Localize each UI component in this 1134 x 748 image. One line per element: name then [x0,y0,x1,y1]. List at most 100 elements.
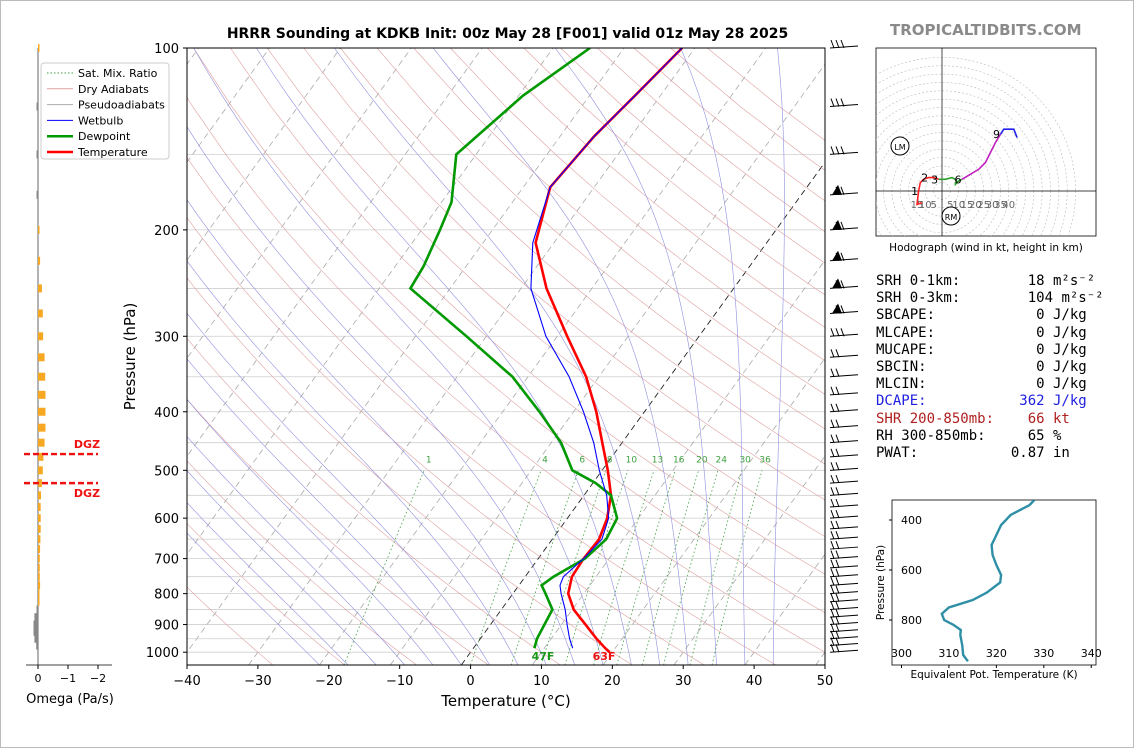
y-tick-label: 300 [154,330,179,345]
legend-entry: Temperature [77,146,148,159]
pseudoadiabat-line [772,48,785,665]
pseudoadiabat-line [187,470,377,665]
thetae-line [940,500,1036,663]
pseudoadiabat-line [432,48,689,665]
wind-barb-feather [835,585,840,594]
omega-bar [38,407,46,416]
wind-barb-shaft [829,515,859,519]
wind-barb-feather [830,498,835,508]
mixing-ratio-line [689,470,743,665]
wind-barb-shaft [829,614,859,618]
wind-barb [829,530,859,540]
parameter-unit: % [1044,427,1062,444]
mixing-ratio-label: 1 [426,456,432,466]
omega-bar [38,466,43,475]
wind-barb-feather [830,568,835,577]
y-axis-label: Pressure (hPa) [121,303,139,411]
wind-barb-feather [835,328,840,337]
wind-barb-shaft [829,480,859,484]
pseudoadiabat-line [187,399,434,665]
parameter-row: SRH 0-1km: 18 m²s⁻² [876,273,1104,290]
wind-barb [829,577,859,586]
wind-barb-feather [830,328,835,337]
omega-x-tick-label: −2 [90,672,106,685]
omega-bar [34,634,38,643]
wind-barb-shaft [829,636,859,640]
omega-x-tick-label: 0 [35,672,42,685]
wind-barb-feather [830,540,835,550]
pseudoadiabat-line [187,502,349,665]
wind-barb-feather [840,252,845,261]
wind-barb-feather [830,419,835,428]
pseudoadiabat-line [187,199,547,665]
omega-bar [38,597,40,606]
parameter-unit: kt [1044,410,1070,427]
wind-barb-feather [830,474,835,484]
wind-barb-feather [835,593,840,602]
parameter-unit: J/kg [1044,341,1087,358]
wind-barb [829,278,859,289]
parameter-label: RH 300-850mb: [876,427,1011,444]
wind-barb-feather [835,644,840,653]
y-tick-label: 200 [154,224,179,239]
x-tick-label: 10 [533,674,550,689]
isotherm-line [187,48,483,457]
wind-barb-feather [830,146,835,155]
wind-barb-feather [835,637,840,646]
hodograph-segment [999,128,1018,138]
isotherm-line [187,48,270,163]
wind-barb-feather [830,509,835,519]
wind-barb-feather [830,403,835,412]
wind-barb-shaft [829,599,859,603]
parameter-unit: J/kg [1044,307,1087,324]
mixing-ratio-line [641,470,699,665]
wind-barb-feather [835,577,840,586]
pseudoadiabat-line [187,260,519,665]
hodograph-ring-label: 15 [911,200,924,211]
y-tick-label: 400 [154,406,179,421]
wind-barb [829,98,859,108]
wind-barb-shaft [829,629,859,633]
wind-barb [829,616,859,626]
wind-barb-shaft [829,409,859,413]
hodograph-ring-label: 10 [952,200,965,211]
wind-barb-feather [835,540,840,550]
hodograph-frame [875,47,1097,237]
parameter-label: PWAT: [876,444,1011,461]
x-tick-label: −40 [173,674,200,689]
y-tick-label: 1000 [146,646,179,661]
series-dewpoint-line [408,48,619,649]
wind-barb-feather [830,520,835,530]
wind-barb [829,520,859,530]
parameter-value: 0 [1010,307,1045,324]
pseudoadiabat-line [187,436,405,665]
hodograph-segment [961,133,1002,180]
wind-barb-shaft [829,622,859,626]
parameter-value: 0.87 [1010,444,1045,461]
parameter-row: SHR 200-850mb: 66 kt [876,411,1104,428]
omega-bar [38,589,40,598]
parameter-value: 362 [1010,393,1045,410]
wind-barb-feather [835,559,840,568]
hodograph-ring-label: 5 [947,200,953,211]
hodograph-lm-marker [890,136,910,156]
x-tick-label: −30 [244,674,271,689]
wind-barb [829,623,859,633]
parameter-value: 0 [1010,324,1045,341]
omega-bar [34,613,38,622]
omega-bar [38,309,43,318]
thetae-y-tick-label: 800 [901,614,922,627]
wind-barb-feather [830,434,835,443]
wind-barb [829,250,859,262]
wind-barb-feather [835,98,840,107]
parameter-table: SRH 0-1km: 18 m²s⁻² SRH 0-3km: 104 m²s⁻² S… [876,273,1104,462]
wind-barb-shaft [829,440,859,444]
parameter-label: SBCIN: [876,358,1011,375]
mixing-ratio-label: 6 [579,456,585,466]
y-tick-label: 600 [154,512,179,527]
surface-temperature-label: 63F [593,650,616,663]
wind-barb [829,328,859,337]
isotherm-line [187,48,341,261]
skewt-axes-frame [186,47,826,666]
dry-adiabat-line [486,48,825,328]
